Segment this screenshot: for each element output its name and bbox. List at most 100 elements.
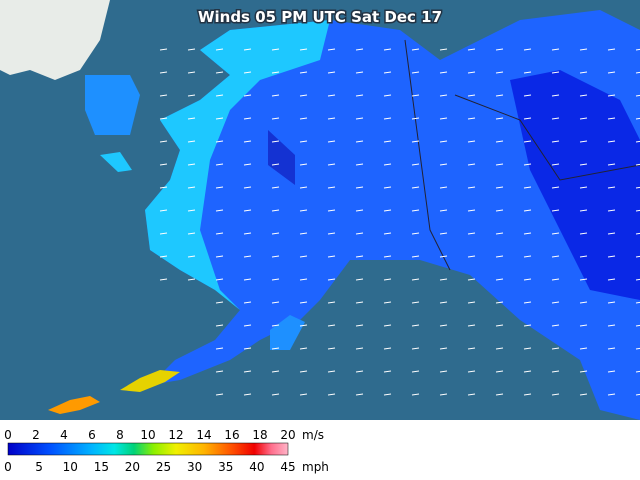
mph-tick-label: 45 <box>280 460 295 474</box>
wind-arrow <box>495 163 504 166</box>
wind-arrow <box>243 301 252 304</box>
wind-arrow <box>299 48 308 51</box>
border <box>454 94 640 181</box>
wind-arrow <box>579 347 588 350</box>
wind-arrow <box>383 140 392 143</box>
wind-arrow <box>355 255 364 258</box>
wind-arrow <box>327 209 336 212</box>
wind-arrow <box>551 209 560 212</box>
wind-arrow <box>243 94 252 97</box>
wind-arrow <box>495 347 504 350</box>
wind-arrow <box>551 324 560 327</box>
wind-arrow <box>495 324 504 327</box>
wind-arrow <box>271 393 280 396</box>
wind-arrow <box>607 232 616 235</box>
wind-arrow <box>607 140 616 143</box>
wind-arrow <box>411 232 420 235</box>
wind-arrow <box>523 186 532 189</box>
wind-arrow <box>411 301 420 304</box>
wind-arrow <box>607 71 616 74</box>
wind-arrow <box>495 140 504 143</box>
wind-arrow <box>187 117 196 120</box>
wind-arrow <box>439 278 448 281</box>
wind-arrow <box>467 301 476 304</box>
wind-arrow <box>215 232 224 235</box>
wind-arrow <box>579 48 588 51</box>
wind-arrow <box>439 209 448 212</box>
wind-arrow <box>159 94 168 97</box>
wind-arrow <box>215 71 224 74</box>
ms-tick-label: 2 <box>32 428 40 442</box>
wind-arrow <box>243 117 252 120</box>
wind-arrow <box>607 278 616 281</box>
wind-arrow <box>551 278 560 281</box>
wind-arrow <box>523 117 532 120</box>
wind-arrow <box>411 393 420 396</box>
wind-arrow <box>215 48 224 51</box>
wind-arrow <box>327 117 336 120</box>
wind-arrow <box>355 370 364 373</box>
wind-arrow <box>187 186 196 189</box>
wind-arrow <box>383 163 392 166</box>
wind-arrow <box>439 232 448 235</box>
wind-arrow <box>607 163 616 166</box>
ms-tick-label: 6 <box>88 428 96 442</box>
wind-arrow <box>299 324 308 327</box>
wind-arrow <box>607 324 616 327</box>
wind-arrow <box>439 163 448 166</box>
wind-arrow <box>187 48 196 51</box>
coast-winds <box>145 20 330 310</box>
wind-arrow <box>439 48 448 51</box>
wind-arrow <box>439 370 448 373</box>
wind-arrow <box>187 209 196 212</box>
mph-tick-label: 5 <box>35 460 43 474</box>
wind-arrow <box>607 209 616 212</box>
low-wind <box>268 130 295 185</box>
legend: 0 2 4 6 8 10 12 14 16 18 20 m/s 0 5 10 15 20 25 30 35 40 45 mp… <box>4 428 329 474</box>
wind-arrow <box>607 301 616 304</box>
wind-arrow <box>579 71 588 74</box>
wind-arrow <box>551 347 560 350</box>
map: Winds 05 PM UTC Sat Dec 17 <box>0 0 640 420</box>
wind-arrow <box>439 255 448 258</box>
wind-arrow <box>467 255 476 258</box>
wind-arrow <box>271 301 280 304</box>
wind-arrow <box>551 370 560 373</box>
wind-arrow <box>495 117 504 120</box>
wind-arrow <box>159 186 168 189</box>
wind-arrow <box>411 94 420 97</box>
wind-arrow <box>159 163 168 166</box>
wind-arrow <box>551 71 560 74</box>
wind-arrow <box>327 278 336 281</box>
wind-arrow <box>579 140 588 143</box>
wind-arrow <box>243 140 252 143</box>
islands <box>120 370 180 392</box>
wind-arrow <box>607 94 616 97</box>
ms-tick-label: 14 <box>196 428 211 442</box>
siberia <box>0 0 110 80</box>
island <box>100 152 132 172</box>
map-title: Winds 05 PM UTC Sat Dec 17 <box>198 8 442 26</box>
wind-arrow <box>383 209 392 212</box>
wind-arrow <box>299 232 308 235</box>
wind-arrow <box>439 301 448 304</box>
wind-arrow <box>523 140 532 143</box>
wind-arrow <box>299 278 308 281</box>
wind-arrow <box>579 209 588 212</box>
wind-arrow <box>411 278 420 281</box>
wind-arrow <box>495 278 504 281</box>
wind-arrow <box>383 324 392 327</box>
wind-arrow <box>327 232 336 235</box>
wind-arrow <box>187 140 196 143</box>
wind-arrow <box>523 347 532 350</box>
wind-arrow <box>495 94 504 97</box>
wind-arrow <box>299 393 308 396</box>
wind-arrow <box>551 186 560 189</box>
wind-arrow <box>187 163 196 166</box>
wind-arrow <box>187 278 196 281</box>
wind-arrow <box>299 140 308 143</box>
wind-arrow <box>495 232 504 235</box>
ms-tick-label: 8 <box>116 428 124 442</box>
wind-arrow <box>411 324 420 327</box>
